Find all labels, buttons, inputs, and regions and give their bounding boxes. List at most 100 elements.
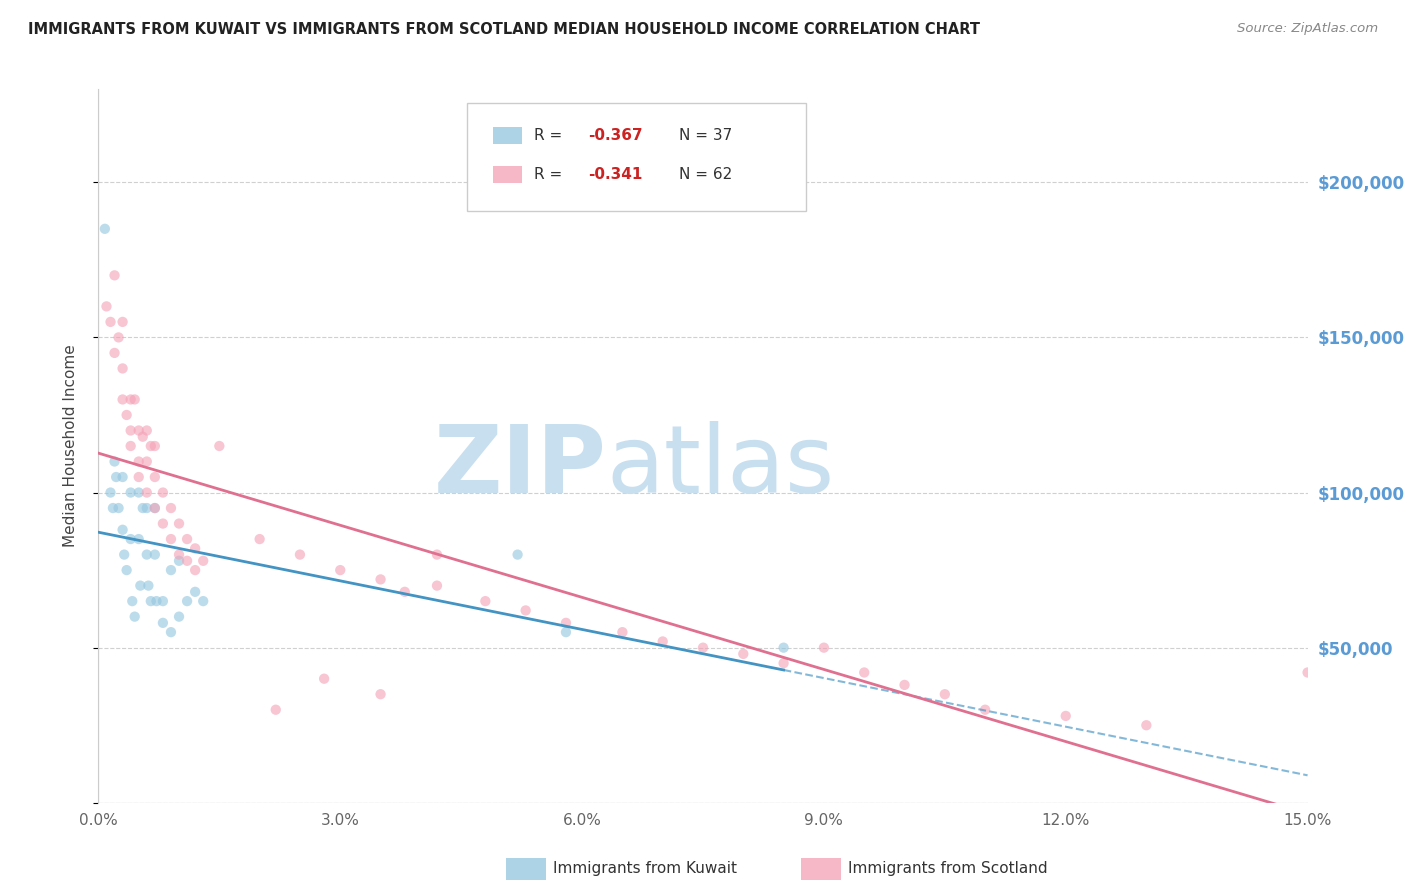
Point: [193, 554, 215, 568]
Point: [128, 485, 150, 500]
Point: [115, 408, 138, 422]
Point: [1296, 665, 1319, 680]
FancyBboxPatch shape: [492, 166, 522, 184]
Point: [314, 672, 336, 686]
Text: atlas: atlas: [606, 421, 835, 514]
Point: [105, 470, 128, 484]
Point: [107, 330, 129, 344]
Point: [193, 594, 215, 608]
Point: [974, 703, 997, 717]
Point: [853, 665, 876, 680]
Point: [128, 424, 150, 438]
Point: [160, 532, 183, 546]
Point: [120, 532, 142, 546]
Point: [176, 594, 198, 608]
Point: [176, 532, 198, 546]
Point: [772, 656, 794, 670]
Text: R =: R =: [534, 128, 567, 143]
Text: N = 62: N = 62: [679, 168, 733, 182]
Point: [143, 548, 166, 562]
FancyBboxPatch shape: [467, 103, 806, 211]
Text: IMMIGRANTS FROM KUWAIT VS IMMIGRANTS FROM SCOTLAND MEDIAN HOUSEHOLD INCOME CORRE: IMMIGRANTS FROM KUWAIT VS IMMIGRANTS FRO…: [28, 22, 980, 37]
Point: [128, 470, 150, 484]
Point: [111, 392, 134, 407]
Point: [111, 523, 134, 537]
Point: [135, 548, 157, 562]
Point: [152, 615, 174, 630]
Point: [370, 687, 392, 701]
Point: [143, 501, 166, 516]
Point: [135, 454, 157, 468]
Text: -0.367: -0.367: [588, 128, 643, 143]
Point: [167, 554, 190, 568]
Point: [120, 485, 142, 500]
Point: [101, 501, 124, 516]
Point: [394, 584, 416, 599]
Point: [94, 222, 117, 236]
Point: [139, 439, 162, 453]
Text: Immigrants from Scotland: Immigrants from Scotland: [848, 862, 1047, 876]
Point: [121, 594, 143, 608]
Point: [103, 454, 125, 468]
Point: [135, 485, 157, 500]
Point: [167, 609, 190, 624]
Point: [772, 640, 794, 655]
Point: [264, 703, 287, 717]
Point: [128, 532, 150, 546]
Point: [733, 647, 755, 661]
Point: [370, 573, 392, 587]
Point: [813, 640, 835, 655]
Point: [184, 584, 207, 599]
Point: [152, 594, 174, 608]
Point: [160, 501, 183, 516]
Point: [152, 485, 174, 500]
Point: [103, 346, 125, 360]
Point: [1135, 718, 1157, 732]
Point: [893, 678, 915, 692]
Text: ZIP: ZIP: [433, 421, 606, 514]
Point: [692, 640, 714, 655]
Point: [167, 516, 190, 531]
Point: [934, 687, 956, 701]
Point: [135, 424, 157, 438]
Point: [651, 634, 673, 648]
Point: [145, 594, 167, 608]
Point: [249, 532, 271, 546]
Point: [120, 439, 142, 453]
Point: [111, 470, 134, 484]
Point: [288, 548, 311, 562]
Point: [167, 548, 190, 562]
Point: [139, 594, 162, 608]
Text: Immigrants from Kuwait: Immigrants from Kuwait: [553, 862, 737, 876]
Point: [474, 594, 496, 608]
Text: N = 37: N = 37: [679, 128, 733, 143]
Point: [124, 609, 146, 624]
Point: [1054, 709, 1077, 723]
Point: [115, 563, 138, 577]
Point: [176, 554, 198, 568]
Point: [138, 579, 160, 593]
Point: [426, 548, 449, 562]
Point: [184, 541, 207, 556]
Point: [208, 439, 231, 453]
Point: [96, 299, 118, 313]
Point: [506, 548, 529, 562]
Point: [612, 625, 634, 640]
Text: -0.341: -0.341: [588, 168, 643, 182]
Point: [135, 501, 157, 516]
Point: [120, 392, 142, 407]
Point: [160, 563, 183, 577]
Point: [124, 392, 146, 407]
Y-axis label: Median Household Income: Median Household Income: [63, 344, 77, 548]
Point: [143, 439, 166, 453]
Point: [152, 516, 174, 531]
Point: [132, 501, 155, 516]
FancyBboxPatch shape: [492, 127, 522, 145]
Point: [132, 430, 155, 444]
Point: [143, 470, 166, 484]
Point: [128, 454, 150, 468]
Point: [555, 615, 578, 630]
Point: [112, 548, 135, 562]
Point: [555, 625, 578, 640]
Point: [100, 315, 122, 329]
